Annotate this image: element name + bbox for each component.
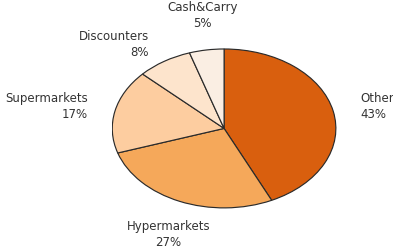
Wedge shape (189, 49, 224, 128)
Text: Supermarkets
17%: Supermarkets 17% (5, 92, 88, 121)
Wedge shape (143, 53, 224, 128)
Wedge shape (224, 49, 336, 200)
Text: Cash&Carry
5%: Cash&Carry 5% (167, 1, 237, 30)
Text: Hypermarkets
27%: Hypermarkets 27% (127, 220, 210, 248)
Text: Discounters
8%: Discounters 8% (79, 30, 149, 59)
Wedge shape (112, 74, 224, 153)
Wedge shape (118, 128, 272, 208)
Text: Other
43%: Other 43% (360, 92, 393, 121)
